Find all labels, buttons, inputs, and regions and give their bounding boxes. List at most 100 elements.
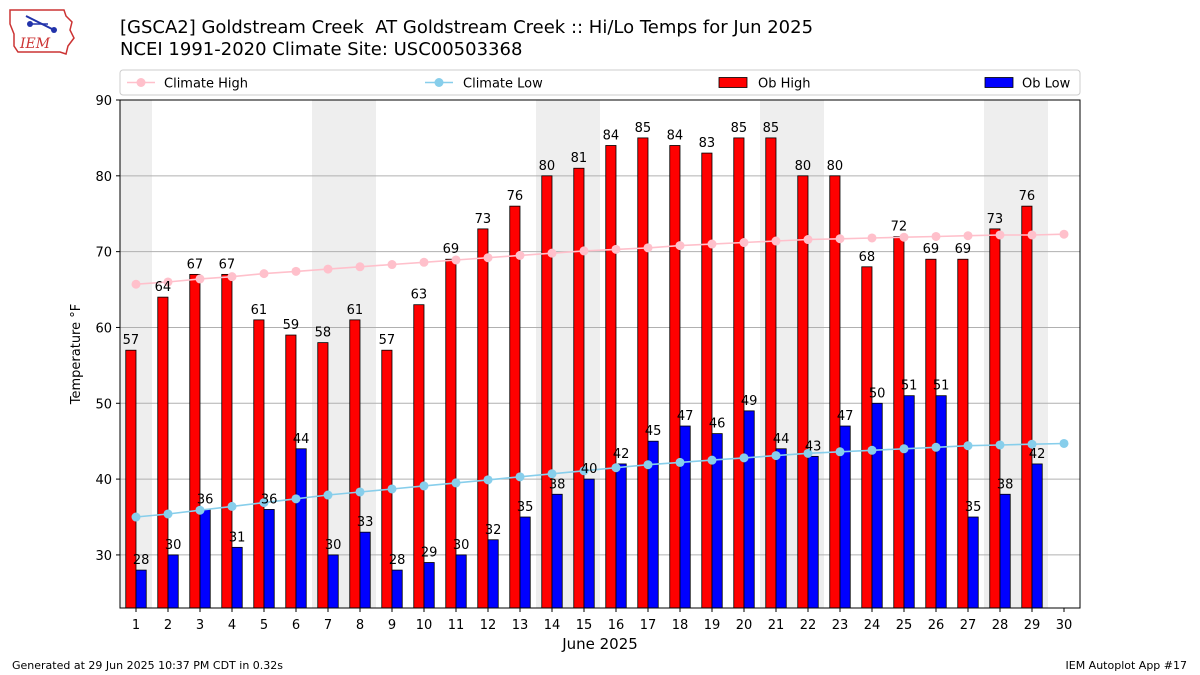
climate-low-point	[355, 487, 365, 497]
ob-low-label: 42	[1029, 447, 1046, 462]
ob-high-label: 80	[827, 159, 844, 174]
y-tick-label: 80	[95, 170, 112, 185]
climate-low-point	[419, 481, 429, 491]
ob-low-label: 36	[261, 492, 278, 507]
plot-frame	[119, 99, 1081, 609]
ob-high-bar	[733, 137, 745, 609]
ob-low-bar	[967, 516, 979, 609]
ob-high-bar	[445, 258, 457, 609]
x-tick-label: 12	[480, 618, 497, 633]
climate-low-point	[675, 457, 685, 467]
x-tick-label: 16	[608, 618, 625, 633]
legend-climate-high-marker	[136, 78, 146, 87]
ob-high-bar	[477, 228, 489, 609]
x-tick-label: 17	[640, 618, 657, 633]
climate-high-point	[1059, 229, 1069, 239]
climate-high-point	[707, 239, 717, 249]
climate-low-point	[611, 463, 621, 473]
ob-low-label: 35	[517, 500, 534, 515]
climate-high-line	[135, 233, 1065, 285]
ob-high-label: 61	[347, 303, 364, 318]
ob-low-label: 40	[581, 462, 598, 477]
ob-high-label: 80	[539, 159, 556, 174]
legend-climate-low-label: Climate Low	[463, 77, 543, 92]
logo-text: IEM	[19, 36, 51, 52]
ob-low-label: 44	[293, 432, 310, 447]
y-tick-label: 40	[95, 473, 112, 488]
ob-low-label: 36	[197, 492, 214, 507]
iem-logo: IEM	[9, 9, 75, 55]
climate-low-point	[323, 490, 333, 500]
ob-high-label: 76	[507, 189, 524, 204]
climate-high-point	[867, 233, 877, 243]
ob-low-bar	[295, 448, 307, 609]
y-tick-label: 60	[95, 321, 112, 336]
x-tick-label: 26	[928, 618, 945, 633]
legend-ob-low-swatch	[984, 77, 1014, 88]
ob-low-bar	[487, 539, 499, 609]
climate-high-point	[227, 272, 237, 282]
climate-high-point	[131, 279, 141, 289]
x-tick-label: 7	[324, 618, 332, 633]
ob-low-bar	[391, 569, 403, 609]
climate-high-point	[835, 234, 845, 244]
climate-high-point	[195, 274, 205, 284]
x-tick-label: 18	[672, 618, 689, 633]
ob-high-bar	[669, 145, 681, 609]
ob-low-label: 45	[645, 424, 662, 439]
ob-high-bar	[701, 152, 713, 609]
climate-low-point	[739, 453, 749, 463]
climate-high-point	[547, 248, 557, 258]
ob-low-bar	[423, 562, 435, 609]
climate-high-point	[899, 232, 909, 242]
x-tick-label: 30	[1056, 618, 1073, 633]
ob-low-label: 32	[485, 523, 502, 538]
climate-low-point	[899, 444, 909, 454]
ob-low-label: 44	[773, 432, 790, 447]
ob-low-bar	[263, 509, 275, 609]
climate-low-point	[643, 460, 653, 470]
ob-high-label: 81	[571, 151, 588, 166]
climate-high-point	[387, 260, 397, 270]
climate-low-point	[387, 484, 397, 494]
climate-low-point	[163, 509, 173, 519]
climate-low-point	[835, 447, 845, 457]
ob-low-bar	[167, 554, 179, 609]
ob-high-bar	[541, 175, 553, 609]
ob-low-bar	[807, 455, 819, 609]
ob-low-bar	[999, 493, 1011, 609]
ob-high-label: 73	[475, 212, 492, 227]
ob-high-bar	[573, 167, 585, 609]
ob-high-label: 85	[763, 121, 780, 136]
ob-low-label: 46	[709, 417, 726, 432]
ob-high-bar	[509, 205, 521, 609]
climate-low-point	[931, 442, 941, 452]
footer-app-id: IEM Autoplot App #17	[1065, 659, 1188, 672]
ob-high-label: 83	[699, 136, 716, 151]
climate-low-point	[131, 512, 141, 522]
x-tick-label: 21	[768, 618, 785, 633]
legend-climate-low-marker	[434, 78, 444, 87]
ob-low-bar	[455, 554, 467, 609]
ob-low-label: 49	[741, 394, 758, 409]
climate-high-point	[611, 244, 621, 254]
legend-ob-high-swatch	[718, 77, 748, 88]
climate-high-point	[163, 277, 173, 287]
ob-low-bar	[583, 478, 595, 609]
climate-high-point	[771, 236, 781, 246]
ob-high-label: 69	[923, 242, 940, 257]
ob-high-label: 57	[123, 333, 140, 348]
climate-low-point	[227, 501, 237, 511]
ob-high-bar	[317, 342, 329, 609]
ob-high-label: 76	[1019, 189, 1036, 204]
ob-high-bar	[125, 349, 137, 609]
ob-low-label: 28	[133, 553, 150, 568]
ob-low-bar	[871, 402, 883, 609]
climate-high-point	[483, 253, 493, 263]
legend-box	[119, 69, 1081, 96]
x-tick-label: 24	[864, 618, 881, 633]
ob-high-bar	[605, 145, 617, 609]
climate-high-point	[451, 255, 461, 265]
ob-low-bar	[519, 516, 531, 609]
